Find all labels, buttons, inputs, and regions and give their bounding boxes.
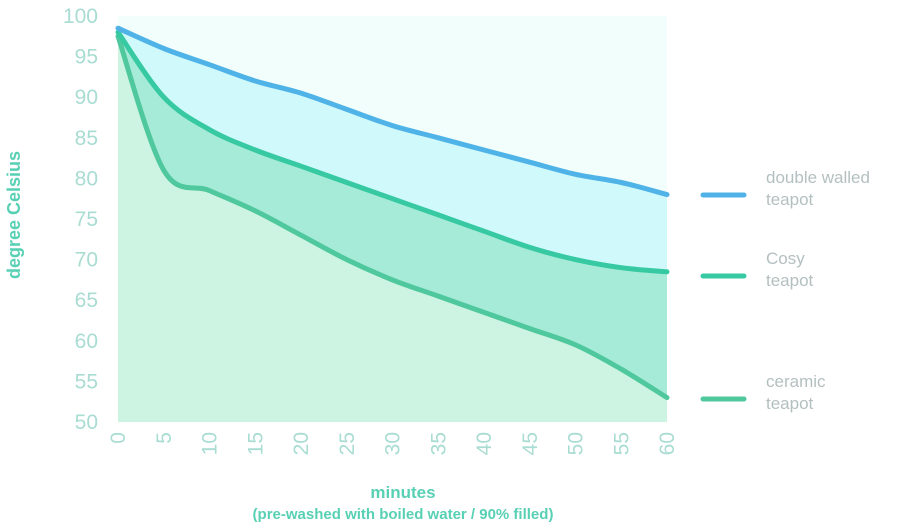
- legend-label-0: double walled: [766, 168, 870, 187]
- x-tick-label: 25: [336, 432, 359, 455]
- legend-label-1: Cosy: [766, 249, 805, 268]
- x-axis-ticks: 0 5 10 15 20 25 30 35 40 45 50 55 60: [107, 432, 679, 455]
- series-area-2: [118, 36, 667, 423]
- y-tick-label: 100: [63, 5, 98, 28]
- x-tick-label: 30: [382, 432, 405, 455]
- x-axis-title: minutes: [370, 483, 435, 502]
- x-tick-label: 5: [153, 432, 176, 444]
- legend-label-0: teapot: [766, 190, 814, 209]
- y-axis-ticks: 50 55 60 65 70 75 80 85 90 95 100: [63, 5, 98, 434]
- line-layer: [115, 25, 670, 401]
- legend-label-2: ceramic: [766, 372, 826, 391]
- y-axis-title: degree Celsius: [4, 151, 24, 279]
- series-line-0: [115, 25, 670, 198]
- x-tick-label: 10: [199, 432, 222, 455]
- y-tick-label: 80: [75, 167, 98, 190]
- legend-label-1: teapot: [766, 271, 814, 290]
- y-tick-label: 90: [75, 86, 98, 109]
- legend: double walled teapot Cosy teapot ceramic teap…: [700, 168, 870, 413]
- x-tick-label: 0: [107, 432, 130, 444]
- y-tick-label: 85: [75, 127, 98, 150]
- x-tick-label: 60: [656, 432, 679, 455]
- y-tick-label: 70: [75, 249, 98, 272]
- x-tick-label: 55: [610, 432, 633, 455]
- y-tick-label: 50: [75, 411, 98, 434]
- x-tick-label: 50: [565, 432, 588, 455]
- x-tick-label: 20: [290, 432, 313, 455]
- series-line-2: [115, 33, 670, 401]
- y-tick-label: 55: [75, 370, 98, 393]
- y-tick-label: 75: [75, 208, 98, 231]
- y-tick-label: 60: [75, 330, 98, 353]
- y-tick-label: 95: [75, 46, 98, 69]
- x-tick-label: 45: [519, 432, 542, 455]
- x-tick-label: 35: [427, 432, 450, 455]
- series-line-1: [115, 29, 670, 275]
- y-tick-label: 65: [75, 289, 98, 312]
- legend-label-2: teapot: [766, 394, 814, 413]
- x-tick-label: 40: [473, 432, 496, 455]
- x-axis-subtitle: (pre-washed with boiled water / 90% fill…: [253, 506, 554, 523]
- area-layer: [118, 28, 667, 423]
- x-tick-label: 15: [244, 432, 267, 455]
